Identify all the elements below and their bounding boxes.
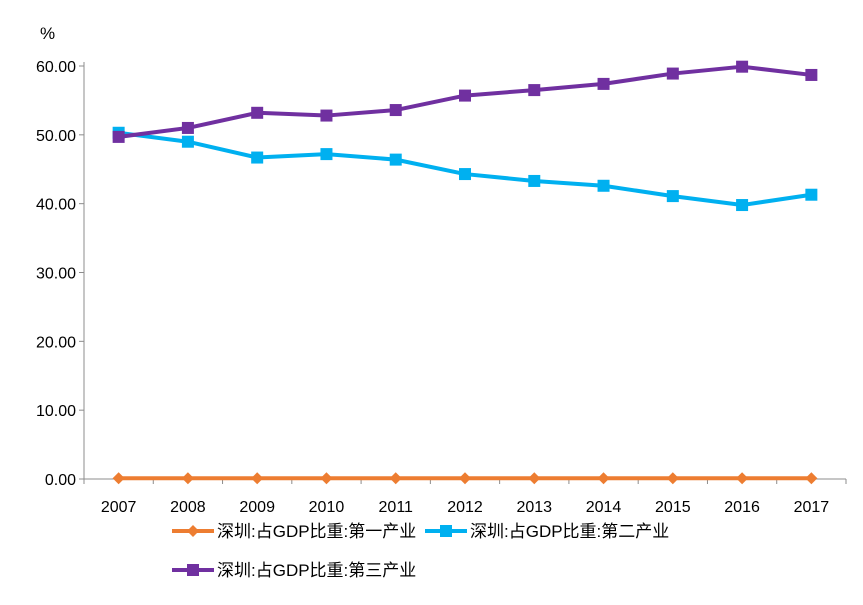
data-point [320, 148, 333, 161]
y-tick-label: 0.00 [45, 472, 76, 489]
y-tick-label: 10.00 [36, 403, 76, 420]
x-tick-label: 2012 [447, 499, 483, 516]
data-point [597, 179, 610, 192]
legend-label: 深圳:占GDP比重:第二产业 [470, 522, 669, 541]
x-tick-label: 2007 [101, 499, 137, 516]
y-tick-label: 20.00 [36, 334, 76, 351]
data-point [597, 472, 610, 485]
data-point [597, 77, 610, 90]
series-3 [112, 60, 818, 143]
legend-marker [187, 525, 199, 537]
x-tick-label: 2016 [724, 499, 760, 516]
legend-marker [440, 525, 452, 537]
x-tick-label: 2011 [379, 499, 414, 516]
data-point [251, 106, 264, 119]
data-point [805, 472, 818, 485]
data-point [251, 151, 264, 164]
data-point [181, 472, 194, 485]
data-point [251, 472, 264, 485]
series-line [118, 64, 812, 139]
y-tick-label: 50.00 [36, 128, 76, 145]
x-tick-label: 2015 [655, 499, 691, 516]
data-point [112, 130, 125, 143]
data-point [666, 67, 679, 80]
data-point [805, 188, 818, 201]
data-point [736, 472, 749, 485]
data-point [389, 104, 402, 117]
y-tick-label: 30.00 [36, 266, 76, 283]
x-tick-label: 2014 [586, 499, 622, 516]
data-point [320, 472, 333, 485]
data-point [666, 472, 679, 485]
data-point [112, 472, 125, 485]
data-point [528, 84, 541, 97]
data-point [389, 472, 402, 485]
legend-label: 深圳:占GDP比重:第三产业 [217, 561, 416, 580]
data-point [528, 472, 541, 485]
data-point [666, 190, 679, 203]
series-2 [112, 126, 818, 212]
data-point [181, 135, 194, 148]
data-point [736, 60, 749, 73]
x-tick-label: 2009 [239, 499, 275, 516]
x-tick-label: 2008 [170, 499, 206, 516]
x-tick-label: 2010 [309, 499, 345, 516]
legend-marker [187, 564, 199, 576]
data-point [805, 68, 818, 81]
y-axis-unit-label: % [40, 24, 55, 43]
data-point [528, 174, 541, 187]
y-tick-label: 60.00 [36, 59, 76, 76]
data-point [320, 109, 333, 122]
legend-item-2: 深圳:占GDP比重:第二产业 [425, 522, 669, 541]
data-point [459, 168, 471, 181]
series-1 [112, 472, 818, 485]
data-point [389, 153, 402, 166]
x-tick-label: 2013 [516, 499, 552, 516]
legend-label: 深圳:占GDP比重:第一产业 [217, 522, 416, 541]
data-point [459, 89, 471, 102]
legend-item-3: 深圳:占GDP比重:第三产业 [172, 561, 416, 580]
x-tick-label: 2017 [794, 499, 830, 516]
data-point [736, 199, 749, 212]
legend-item-1: 深圳:占GDP比重:第一产业 [172, 522, 416, 541]
data-point [459, 472, 471, 485]
data-point [181, 121, 194, 134]
y-tick-label: 40.00 [36, 197, 76, 214]
